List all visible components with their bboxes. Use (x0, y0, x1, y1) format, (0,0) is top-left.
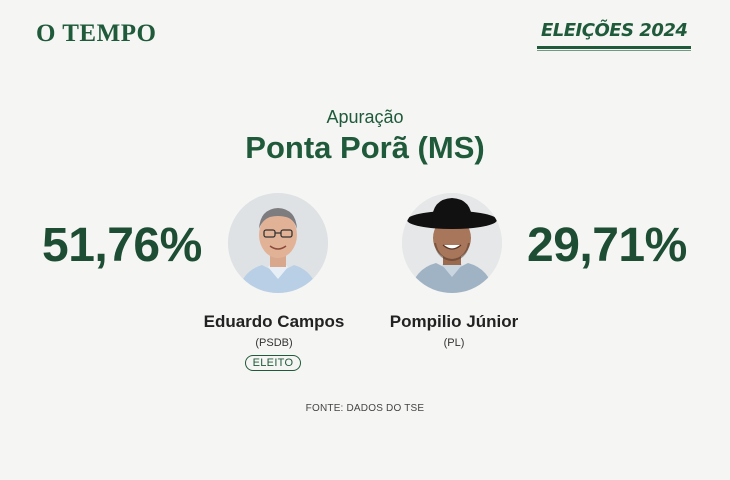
badge-underline-thin (537, 50, 691, 51)
source-note: FONTE: DADOS DO TSE (305, 403, 425, 414)
candidate-1-avatar (228, 193, 328, 293)
candidate-2-party: (PL) (443, 337, 465, 349)
page-subtitle: Apuração (326, 107, 404, 127)
page-title: Ponta Porã (MS) (245, 130, 485, 165)
candidate-1-name: Eduardo Campos (203, 312, 345, 331)
candidate-1-party: (PSDB) (255, 337, 293, 349)
candidate-2-name: Pompilio Júnior (389, 312, 519, 331)
badge-underline (537, 46, 691, 49)
candidate-2-percent: 29,71% (527, 219, 687, 272)
candidate-2-avatar (402, 193, 502, 293)
badge-label: ELEIÇÕES 2024 (541, 20, 688, 41)
person-photo-icon (228, 193, 328, 293)
person-photo-icon (402, 193, 502, 293)
elected-badge: ELEITO (245, 355, 301, 371)
elections-2024-badge: ELEIÇÕES 2024 (537, 18, 691, 54)
o-tempo-logo: O TEMPO (36, 20, 157, 47)
candidate-1-percent: 51,76% (42, 219, 202, 272)
